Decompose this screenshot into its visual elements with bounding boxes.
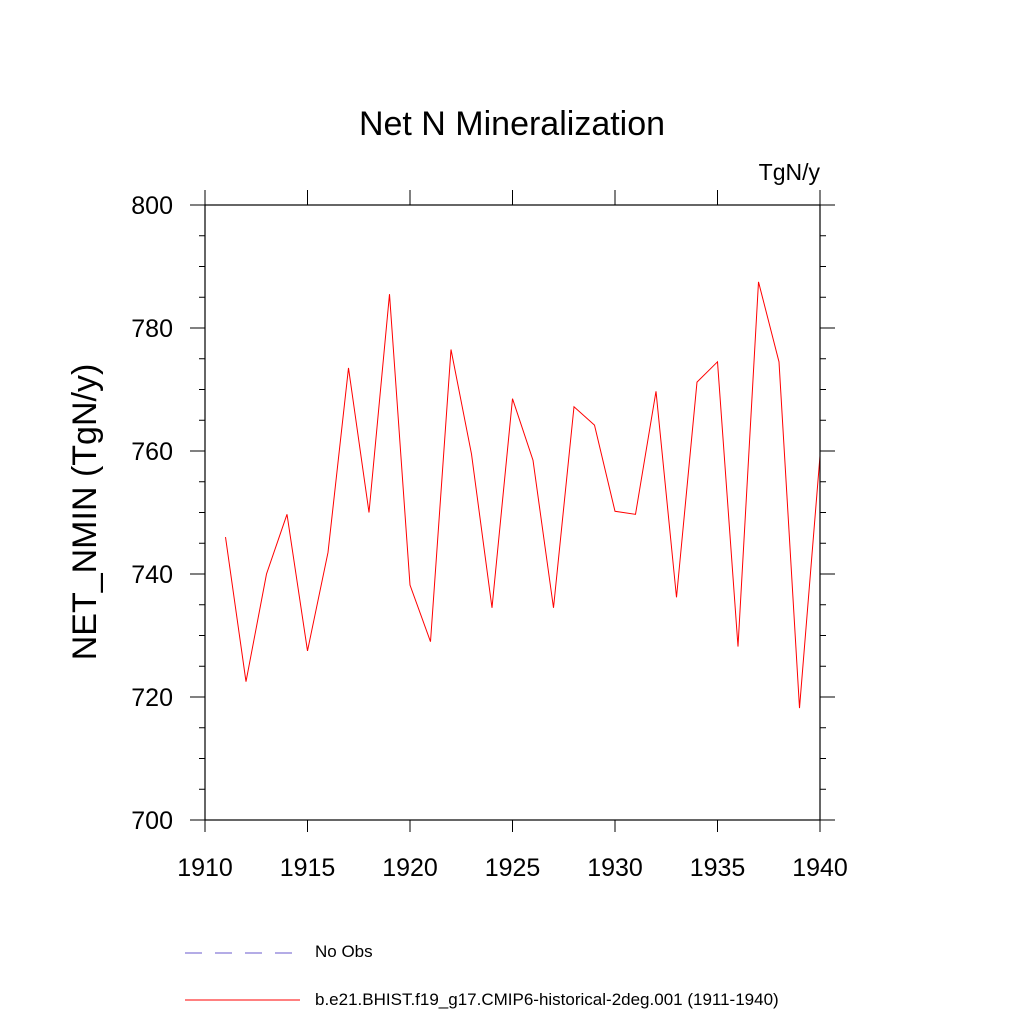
x-tick-label: 1910 xyxy=(177,854,233,882)
y-axis-label: NET_NMIN (TgN/y) xyxy=(66,364,104,661)
series-layer xyxy=(225,281,821,709)
legend-label-model: b.e21.BHIST.f19_g17.CMIP6-historical-2de… xyxy=(315,990,779,1009)
x-tick-label: 1940 xyxy=(792,854,848,882)
x-tick-label: 1925 xyxy=(485,854,541,882)
y-tick-label: 800 xyxy=(131,192,173,220)
y-tick-label: 760 xyxy=(131,438,173,466)
x-tick-label: 1935 xyxy=(690,854,746,882)
x-tick-label: 1915 xyxy=(280,854,336,882)
y-tick-label: 740 xyxy=(131,561,173,589)
y-tick-label: 780 xyxy=(131,315,173,343)
legend-label-no-obs: No Obs xyxy=(315,942,373,961)
units-label: TgN/y xyxy=(759,159,821,185)
chart-title: Net N Mineralization xyxy=(359,105,665,143)
y-tick-label: 700 xyxy=(131,807,173,835)
series-line xyxy=(225,281,821,709)
y-tick-label: 720 xyxy=(131,684,173,712)
x-tick-label: 1930 xyxy=(587,854,643,882)
legend-lines xyxy=(185,952,300,1001)
x-tick-label: 1920 xyxy=(382,854,438,882)
axis-ticks: 1910 1915 1920 1925 1930 1935 1940 700 720 740 760… xyxy=(131,190,848,882)
plot-frame xyxy=(204,204,821,821)
